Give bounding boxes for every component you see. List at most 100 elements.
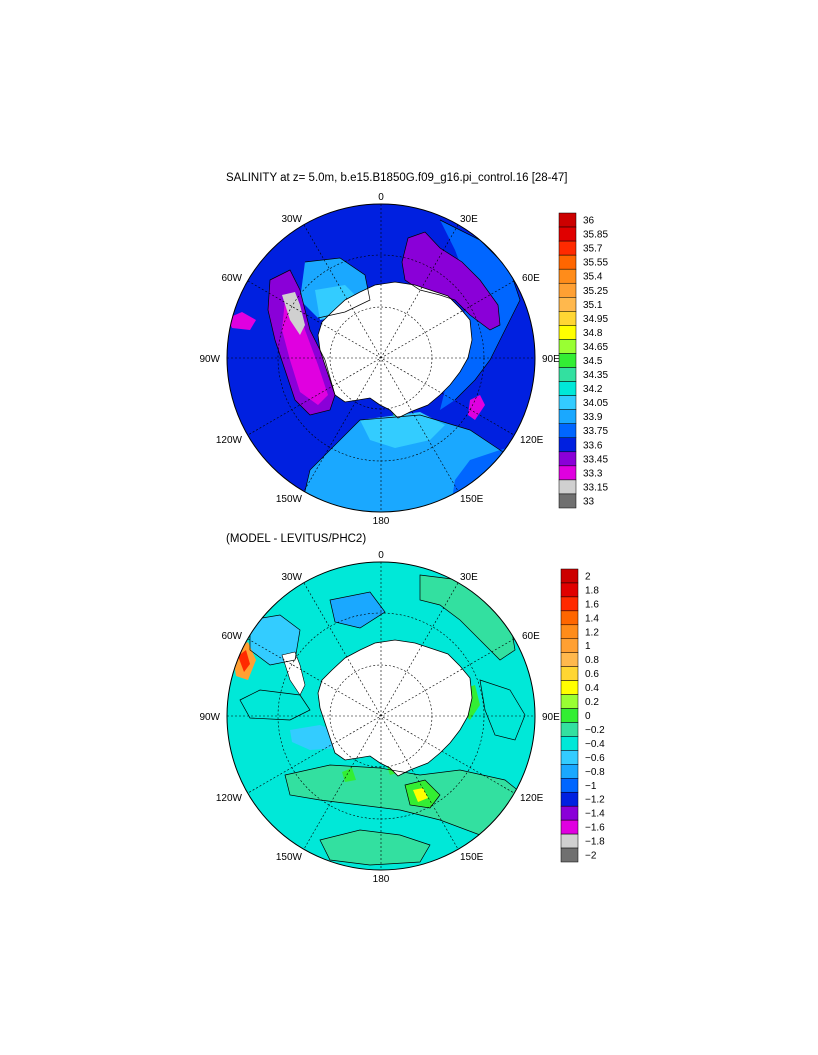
colorbar-tick-label: 33.15 xyxy=(583,482,608,493)
colorbar-swatch xyxy=(560,708,579,723)
colorbar-tick-label: 33.6 xyxy=(583,440,603,451)
colorbar-tick-label: 33.75 xyxy=(583,426,608,437)
colorbar-swatch xyxy=(558,240,577,256)
colorbar-swatch xyxy=(558,423,577,439)
colorbar-swatch xyxy=(560,819,579,835)
colorbar-swatch xyxy=(560,680,579,695)
lon-label: 30E xyxy=(460,214,478,225)
colorbar-swatch xyxy=(560,847,579,863)
colorbar-swatch xyxy=(558,367,577,382)
panel-title: (MODEL - LEVITUS/PHC2) xyxy=(226,533,367,545)
salinity-colorbar: 36 35.85 35.7 35.55 35.4 35.25 35.1 34.95 34.8 34… xyxy=(558,212,608,509)
colorbar-swatch xyxy=(558,268,577,284)
colorbar-swatch xyxy=(560,624,579,640)
colorbar-tick-label: 35.4 xyxy=(583,272,603,283)
colorbar-swatch xyxy=(560,638,579,653)
colorbar-swatch xyxy=(560,736,579,751)
colorbar-tick-label: −2 xyxy=(585,851,597,862)
colorbar-tick-label: 2 xyxy=(585,571,591,582)
colorbar-tick-label: 1.2 xyxy=(585,627,599,638)
colorbar-tick-label: −0.8 xyxy=(585,767,605,778)
difference-field-band-south xyxy=(285,765,530,835)
colorbar-swatch xyxy=(560,666,579,681)
colorbar-tick-label: 1.4 xyxy=(585,613,599,624)
difference-field-band-east xyxy=(420,575,515,660)
colorbar-tick-label: 1.6 xyxy=(585,599,599,610)
lon-label: 0 xyxy=(378,550,384,561)
colorbar-swatch xyxy=(558,297,577,312)
colorbar-tick-label: −0.6 xyxy=(585,753,605,764)
colorbar-swatch xyxy=(560,596,579,612)
colorbar-swatch xyxy=(560,778,579,793)
lon-label: 90E xyxy=(542,712,560,723)
colorbar-swatch xyxy=(558,353,577,368)
map-border xyxy=(226,561,536,871)
colorbar-swatch xyxy=(560,582,579,598)
colorbar-tick-label: −1.8 xyxy=(585,837,605,848)
colorbar-tick-label: 34.05 xyxy=(583,398,608,409)
colorbar-tick-label: 34.5 xyxy=(583,356,603,367)
colorbar-swatch xyxy=(558,226,577,242)
colorbar-swatch xyxy=(558,395,577,410)
difference-map: 0 30E 60E 90E 120E 150E 180 150W 120W 90… xyxy=(199,550,560,885)
colorbar-swatch xyxy=(560,791,579,807)
colorbar-swatch xyxy=(560,722,579,737)
colorbar-tick-label: 34.95 xyxy=(583,314,608,325)
colorbar-swatch xyxy=(560,652,579,667)
lon-label: 90E xyxy=(542,354,560,365)
colorbar-swatch xyxy=(560,694,579,709)
colorbar-swatch xyxy=(558,381,577,396)
colorbar-tick-label: 0.4 xyxy=(585,683,599,694)
colorbar-tick-label: 0.6 xyxy=(585,669,599,680)
colorbar-swatch xyxy=(560,833,579,849)
colorbar-swatch xyxy=(558,339,577,354)
difference-colorbar: 2 1.8 1.6 1.4 1.2 1 0.8 0.6 0.4 0.2 0 −0.2 −0.4 −0.6 −… xyxy=(560,568,605,863)
lon-label: 120E xyxy=(520,435,544,446)
colorbar-swatch xyxy=(558,212,577,228)
colorbar-swatch xyxy=(558,282,577,298)
salinity-field-grey xyxy=(282,292,305,335)
difference-field-green-small xyxy=(342,768,356,782)
lon-label: 120W xyxy=(216,793,243,804)
lon-label: 180 xyxy=(373,516,390,527)
salinity-field-purple-east xyxy=(402,232,500,330)
difference-field-band-south-2 xyxy=(320,830,430,865)
colorbar-tick-label: 1 xyxy=(585,641,591,652)
salinity-field-south-america xyxy=(228,312,256,330)
colorbar-tick-label: −0.4 xyxy=(585,739,605,750)
colorbar-swatch xyxy=(560,568,579,584)
salinity-map: 0 30E 60E 90E 120E 150E 180 150W 120W 90… xyxy=(199,192,560,527)
colorbar-swatch xyxy=(558,451,577,467)
colorbar-tick-label: −1.4 xyxy=(585,809,605,820)
lon-label: 120E xyxy=(520,793,544,804)
colorbar-swatch xyxy=(558,437,577,453)
graticule xyxy=(227,562,535,870)
colorbar-tick-label: 35.7 xyxy=(583,244,603,255)
colorbar-tick-label: 35.55 xyxy=(583,258,608,269)
lon-label: 0 xyxy=(378,192,384,203)
lon-label: 150W xyxy=(276,852,303,863)
colorbar-tick-label: 34.35 xyxy=(583,370,608,381)
colorbar-tick-label: 34.2 xyxy=(583,384,603,395)
colorbar-tick-label: 35.1 xyxy=(583,300,603,311)
colorbar-swatch xyxy=(558,254,577,270)
colorbar-swatch xyxy=(560,750,579,765)
antarctic-peninsula xyxy=(281,651,306,696)
colorbar-swatch xyxy=(558,409,577,424)
colorbar-tick-label: −1.6 xyxy=(585,823,605,834)
colorbar-tick-label: 35.85 xyxy=(583,230,608,241)
colorbar-swatch xyxy=(560,764,579,779)
colorbar-tick-label: 34.65 xyxy=(583,342,608,353)
colorbar-swatch xyxy=(558,311,577,326)
lon-label: 90W xyxy=(199,712,220,723)
lon-label: 90W xyxy=(199,354,220,365)
lon-label: 60E xyxy=(522,273,540,284)
lon-label: 120W xyxy=(216,435,243,446)
colorbar-tick-label: 33.45 xyxy=(583,454,608,465)
colorbar-tick-label: 33.3 xyxy=(583,468,603,479)
colorbar-swatch xyxy=(558,479,577,495)
difference-field-hot-sa xyxy=(238,650,250,672)
salinity-field-magenta-east xyxy=(468,395,485,420)
colorbar-tick-label: 0.2 xyxy=(585,697,599,708)
